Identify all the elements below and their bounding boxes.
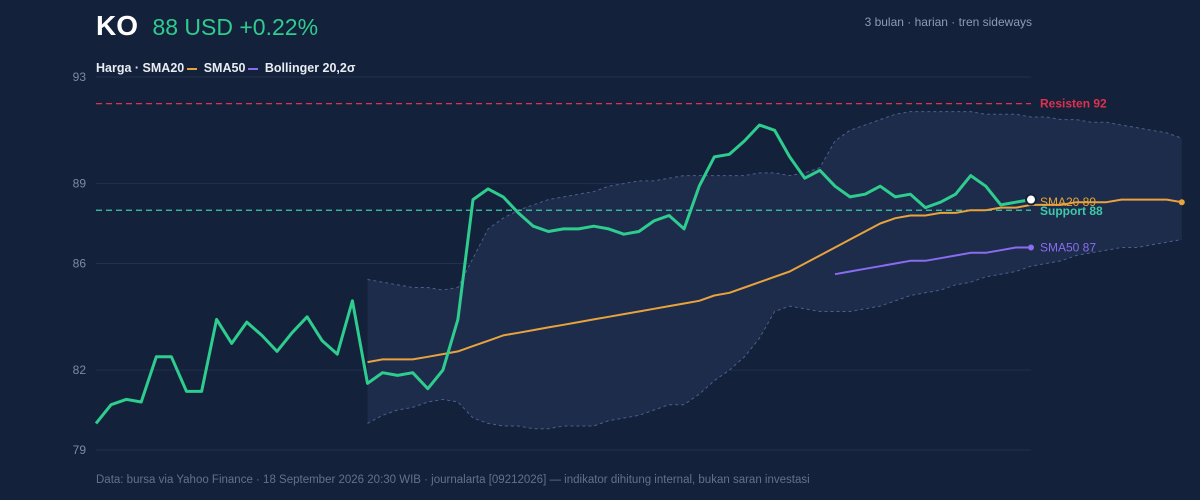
ticker-symbol: KO [96,10,138,41]
y-tick-label: 82 [73,363,87,377]
price-line [94,123,1032,425]
bollinger-band-fill [367,111,1182,429]
y-tick-label: 79 [73,443,87,457]
source-footnote: Data: bursa via Yahoo Finance · 18 Septe… [96,474,810,486]
legend-separator: · [131,61,143,75]
legend-bollinger: Bollinger 20,2σ [264,61,356,75]
chart-tagline: 3 bulan · harian · tren sideways [864,15,1032,29]
support-label: Support 88 [1040,204,1103,218]
bollinger-upper-line [367,111,1182,291]
legend-sma20-swatch [187,67,198,70]
y-axis-ticks: 79 82 86 89 93 [73,70,87,457]
legend-sma50-swatch [248,67,259,70]
legend-sma20: SMA20 [142,61,185,75]
sma20-end-label: SMA20 89 [1040,195,1096,209]
chart-header: KO 88 USD +0.22% [96,10,318,50]
sma50-line [834,246,1031,276]
sma20-line [367,198,1182,364]
y-tick-label: 86 [73,257,87,271]
y-tick-label: 89 [73,177,87,191]
resistance-label: Resisten 92 [1040,97,1107,111]
sma20-end-dot [1178,199,1185,206]
chart-legend: Harga · SMA20 SMA50 Bollinger 20,2σ [96,61,355,75]
y-tick-label: 93 [73,70,87,84]
bollinger-lower-line [367,239,1182,430]
sma50-end-label: SMA50 87 [1040,241,1096,255]
price-change: 88 USD +0.22% [152,14,319,40]
legend-price: Harga [96,61,132,75]
price-end-dot [1025,193,1037,206]
sma50-end-dot [1028,244,1034,251]
legend-sma50: SMA50 [203,61,246,75]
